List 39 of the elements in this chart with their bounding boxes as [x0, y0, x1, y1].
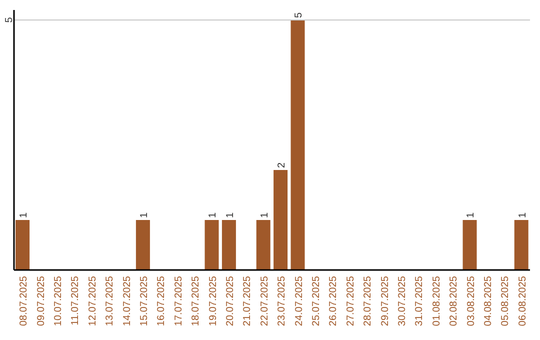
data-label: 1	[224, 212, 236, 218]
x-tick-label: 10.07.2025	[53, 276, 64, 326]
x-tick-label: 22.07.2025	[259, 276, 270, 326]
data-label: 1	[517, 212, 528, 218]
x-tick-label: 02.08.2025	[448, 276, 460, 326]
x-tick-label: 21.07.2025	[242, 276, 254, 326]
data-label: 5	[294, 12, 305, 18]
x-tick-label: 17.07.2025	[173, 276, 184, 326]
data-label: 1	[466, 212, 477, 218]
data-label: 2	[276, 162, 288, 168]
x-tick-label: 06.08.2025	[517, 276, 528, 326]
x-tick-label: 27.07.2025	[345, 276, 356, 326]
x-tick-label: 19.07.2025	[208, 276, 219, 326]
x-tick-label: 15.07.2025	[139, 276, 150, 326]
x-tick-label: 31.07.2025	[414, 276, 426, 326]
x-tick-label: 23.07.2025	[276, 276, 288, 326]
x-tick-label: 12.07.2025	[87, 276, 98, 326]
x-tick-label: 04.08.2025	[483, 276, 494, 326]
x-tick-label: 20.07.2025	[225, 276, 236, 326]
x-tick-label: 18.07.2025	[190, 276, 202, 326]
x-tick-label: 26.07.2025	[328, 276, 340, 326]
data-label: 1	[259, 212, 270, 218]
x-tick-label: 14.07.2025	[122, 276, 133, 326]
x-tick-label: 25.07.2025	[311, 276, 322, 326]
x-tick-label: 05.08.2025	[500, 276, 512, 326]
x-tick-label: 29.07.2025	[380, 276, 391, 326]
x-tick-label: 13.07.2025	[104, 276, 116, 326]
x-tick-label: 16.07.2025	[156, 276, 168, 326]
x-tick-label: 30.07.2025	[397, 276, 408, 326]
x-tick-label: 01.08.2025	[431, 276, 442, 326]
data-label: 1	[138, 212, 150, 218]
x-tick-label: 24.07.2025	[294, 276, 305, 326]
x-tick-label: 08.07.2025	[18, 276, 30, 326]
x-tick-label: 03.08.2025	[466, 276, 477, 326]
data-label: 1	[208, 212, 219, 218]
x-tick-label: 28.07.2025	[362, 276, 374, 326]
x-tick-label: 09.07.2025	[36, 276, 47, 326]
data-label: 1	[18, 212, 30, 218]
x-tick-label: 11.07.2025	[70, 276, 82, 326]
